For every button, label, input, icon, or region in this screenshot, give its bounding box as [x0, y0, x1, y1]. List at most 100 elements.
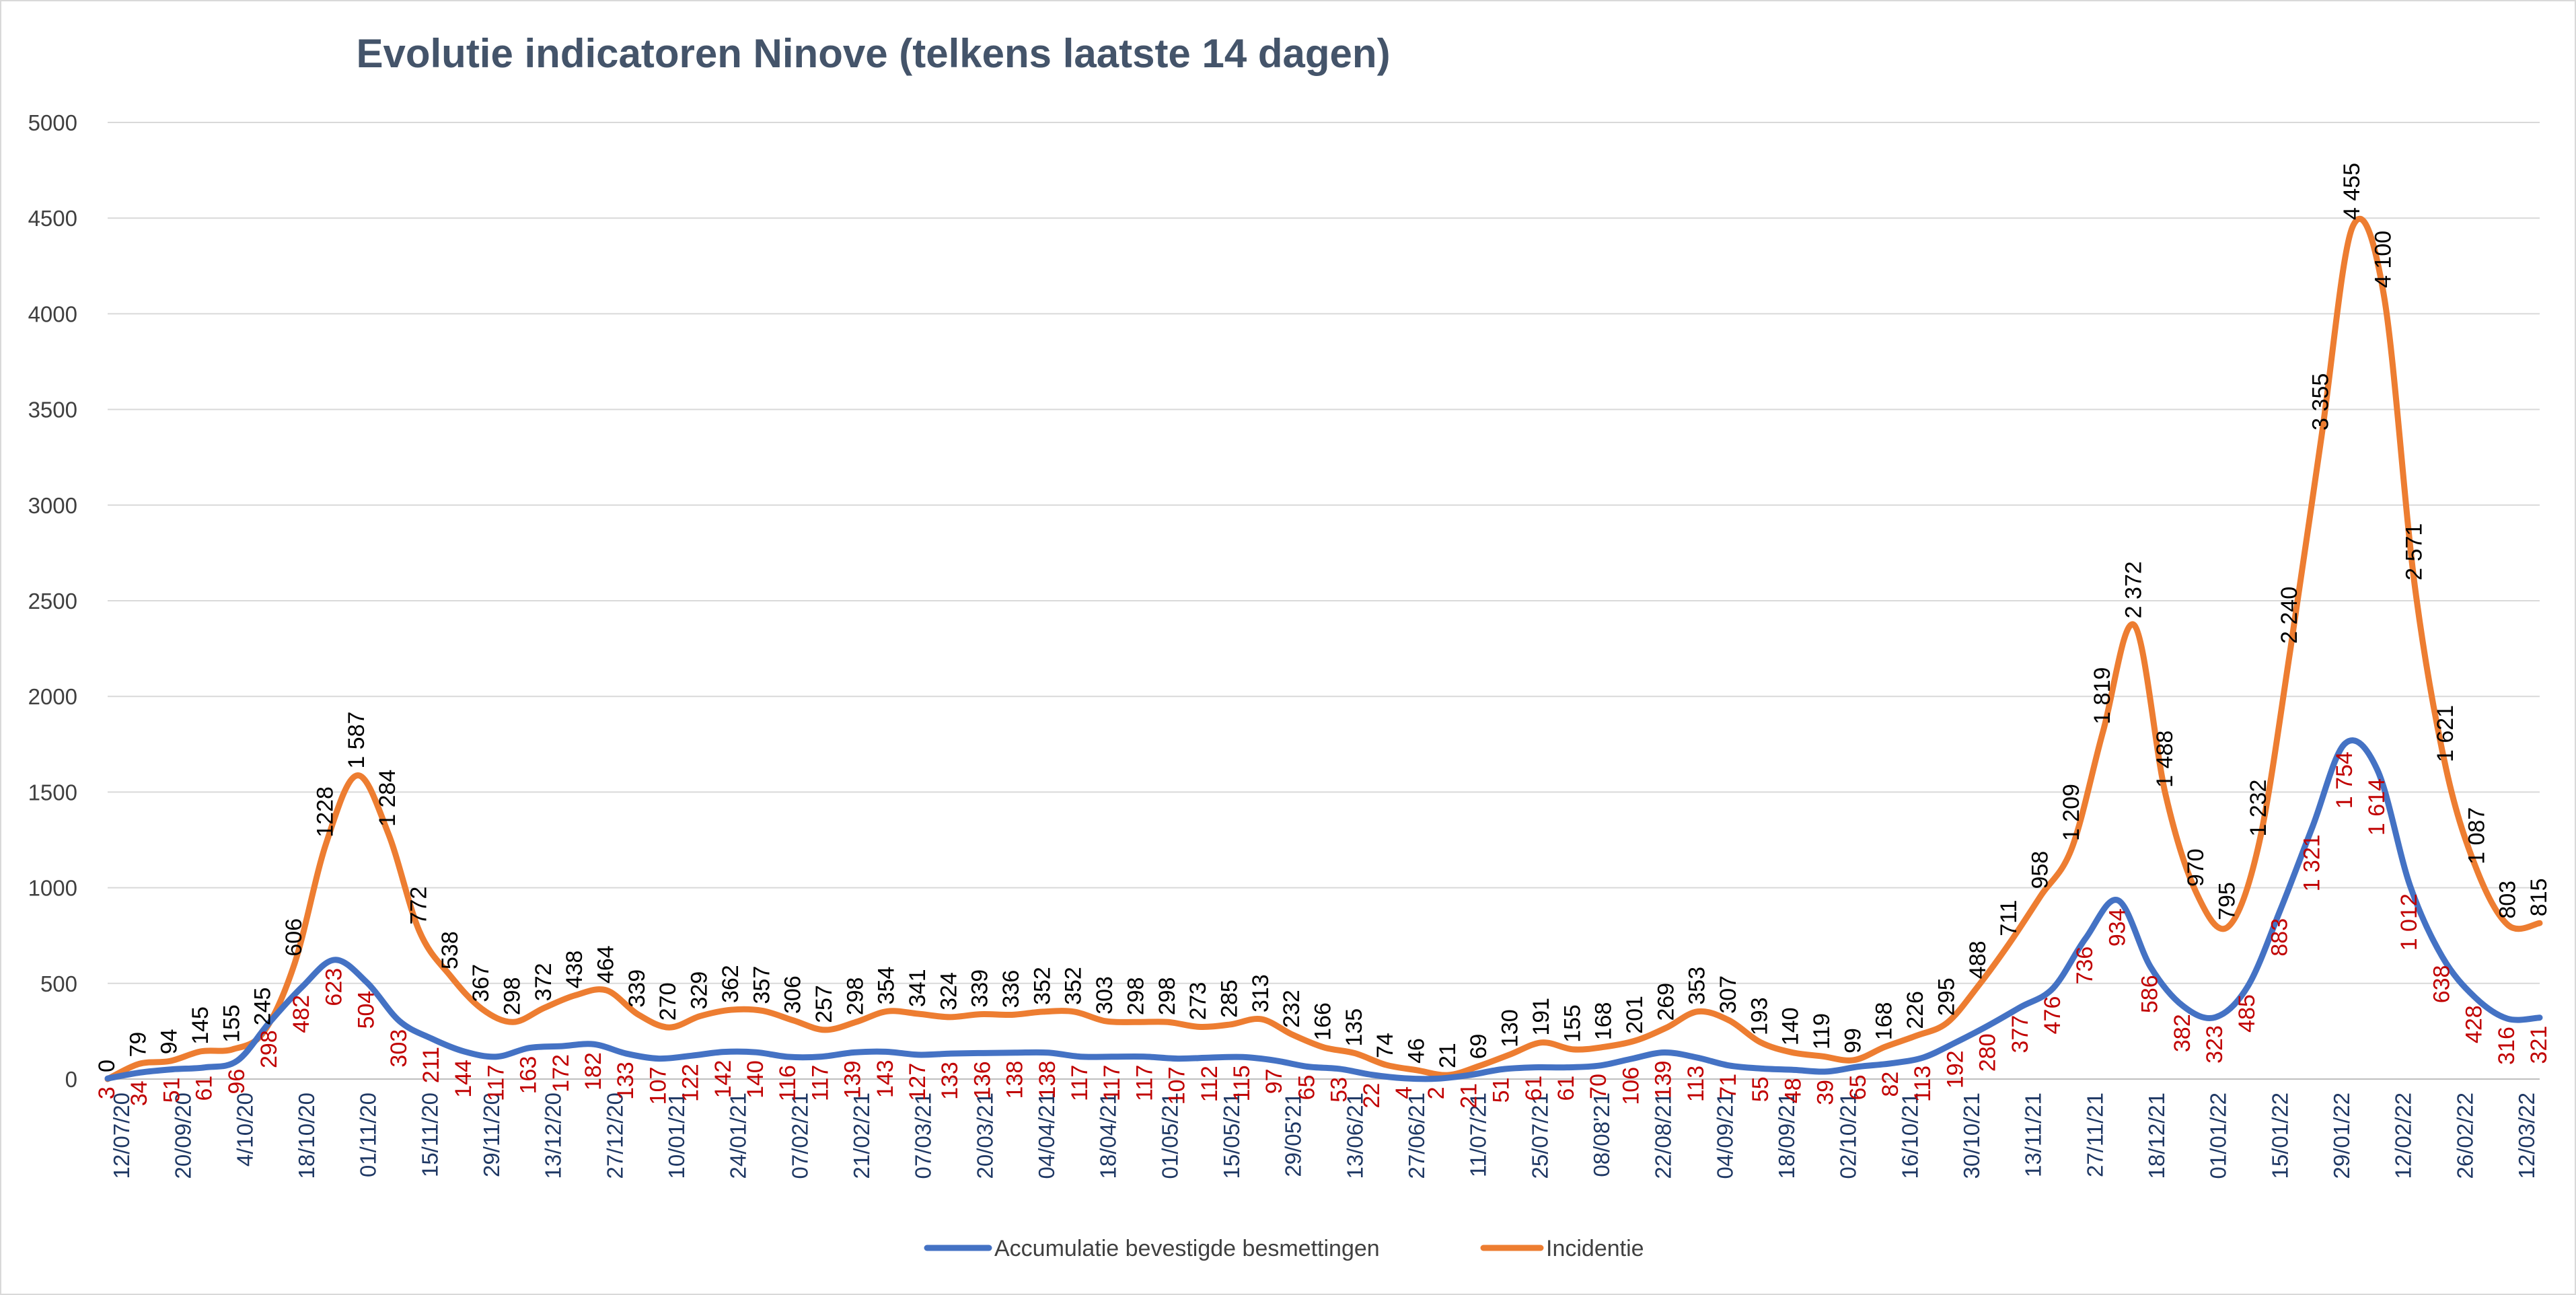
data-label-incidentie: 329	[687, 971, 712, 1010]
x-tick-label: 11/07/21	[1466, 1093, 1491, 1177]
data-label-incidentie: 155	[1559, 1004, 1585, 1043]
data-label-incidentie: 354	[874, 967, 899, 1005]
data-label-accumulatie: 192	[1942, 1050, 1968, 1088]
y-tick-label: 5000	[28, 110, 77, 135]
data-label-incidentie: 372	[531, 963, 556, 1001]
data-label-incidentie: 303	[1092, 976, 1117, 1014]
y-tick-label: 2000	[28, 684, 77, 709]
data-label-accumulatie: 113	[1910, 1066, 1936, 1102]
data-label-incidentie: 1 209	[2059, 784, 2084, 841]
legend-label-accumulatie: Accumulatie bevestigde besmettingen	[994, 1236, 1380, 1261]
y-tick-label: 3000	[28, 493, 77, 518]
data-label-incidentie: 130	[1498, 1009, 1523, 1047]
y-axis-ticks: 0 500 1000 1500 2000 2500 3000 3500 4000 4500 5000	[28, 110, 77, 1092]
x-tick-label: 18/04/21	[1096, 1093, 1121, 1179]
data-label-incidentie: 815	[2526, 878, 2552, 916]
data-label-accumulatie: 117	[1132, 1065, 1157, 1101]
data-label-incidentie: 69	[1466, 1034, 1492, 1060]
series-line-accumulatie	[104, 737, 2543, 1082]
data-label-incidentie: 298	[500, 977, 525, 1016]
data-label-incidentie: 1 488	[2152, 731, 2178, 788]
x-tick-label: 13/06/21	[1342, 1093, 1367, 1179]
data-label-accumulatie: 61	[1521, 1076, 1547, 1101]
data-label-incidentie: 307	[1716, 975, 1741, 1014]
y-tick-label: 0	[65, 1067, 77, 1092]
x-tick-label: 27/12/20	[602, 1093, 627, 1179]
data-label-accumulatie: 163	[516, 1056, 542, 1095]
x-tick-label: 29/01/22	[2329, 1093, 2354, 1179]
data-label-incidentie: 226	[1903, 991, 1928, 1029]
legend-item-accumulatie[interactable]: Accumulatie bevestigde besmettingen	[924, 1236, 1380, 1261]
x-tick-label: 16/10/21	[1897, 1093, 1922, 1179]
data-label-incidentie: 2 571	[2402, 523, 2427, 581]
x-tick-label: 20/09/20	[171, 1093, 196, 1179]
data-label-accumulatie: 107	[1165, 1067, 1190, 1105]
x-tick-label: 02/10/21	[1836, 1093, 1861, 1179]
data-label-accumulatie: 116	[775, 1065, 801, 1101]
data-label-incidentie: 168	[1872, 1002, 1897, 1040]
data-label-incidentie: 313	[1248, 974, 1274, 1012]
data-label-incidentie: 1 284	[375, 770, 400, 827]
y-tick-label: 3500	[28, 398, 77, 422]
data-label-incidentie: 336	[998, 970, 1024, 1008]
data-label-accumulatie: 113	[1683, 1066, 1709, 1102]
x-tick-label: 15/05/21	[1219, 1093, 1244, 1179]
data-label-incidentie: 464	[593, 945, 619, 984]
data-label-incidentie: 273	[1185, 982, 1211, 1021]
data-label-accumulatie: 133	[937, 1062, 963, 1100]
data-label-accumulatie: 303	[386, 1029, 412, 1068]
data-label-accumulatie: 65	[1845, 1075, 1871, 1101]
data-label-incidentie: 168	[1591, 1002, 1617, 1040]
data-label-accumulatie: 117	[1067, 1065, 1093, 1101]
data-label-incidentie: 352	[1029, 967, 1055, 1005]
data-label-accumulatie: 2	[1424, 1086, 1449, 1099]
data-label-incidentie: 94	[157, 1029, 182, 1054]
x-tick-label: 07/03/21	[911, 1093, 936, 1179]
x-tick-label: 22/08/21	[1651, 1093, 1676, 1179]
legend-label-incidentie: Incidentie	[1546, 1236, 1644, 1261]
data-label-incidentie: 1 232	[2246, 780, 2271, 837]
legend[interactable]: Accumulatie bevestigde besmettingen Incid…	[924, 1236, 1644, 1261]
data-label-incidentie: 772	[406, 887, 431, 925]
data-label-incidentie: 257	[811, 985, 837, 1023]
data-label-incidentie: 711	[1996, 900, 2022, 936]
data-label-incidentie: 99	[1840, 1028, 1866, 1053]
x-tick-label: 26/02/22	[2452, 1093, 2477, 1179]
series-lines	[104, 215, 2543, 1082]
x-tick-label: 18/10/20	[294, 1093, 319, 1179]
data-label-accumulatie: 139	[1651, 1060, 1677, 1099]
data-label-accumulatie: 883	[2267, 918, 2292, 957]
data-label-accumulatie: 316	[2494, 1027, 2519, 1065]
gridlines	[108, 122, 2540, 1080]
data-label-incidentie: 339	[624, 969, 650, 1008]
data-label-incidentie: 1 621	[2433, 705, 2458, 762]
data-label-accumulatie: 321	[2526, 1026, 2552, 1064]
data-label-accumulatie: 638	[2429, 965, 2454, 1004]
data-label-incidentie: 1228	[312, 786, 338, 838]
data-label-incidentie: 145	[188, 1006, 213, 1045]
data-label-accumulatie: 65	[1294, 1075, 1319, 1101]
data-label-incidentie: 232	[1279, 990, 1304, 1028]
x-tick-label: 04/09/21	[1712, 1093, 1737, 1179]
x-tick-label: 01/05/21	[1157, 1093, 1182, 1179]
data-label-incidentie: 339	[967, 969, 993, 1008]
data-label-incidentie: 74	[1372, 1033, 1398, 1058]
data-label-accumulatie: 736	[2072, 947, 2098, 985]
data-label-accumulatie: 482	[289, 995, 314, 1033]
data-label-accumulatie: 504	[354, 991, 379, 1029]
data-label-accumulatie: 82	[1878, 1072, 1903, 1097]
data-label-accumulatie: 3	[94, 1086, 120, 1099]
data-label-incidentie: 606	[281, 918, 307, 957]
data-label-accumulatie: 143	[873, 1060, 898, 1098]
x-tick-label: 24/01/21	[726, 1093, 751, 1179]
x-tick-label: 12/02/22	[2391, 1093, 2416, 1179]
y-tick-label: 4000	[28, 301, 77, 326]
data-label-accumulatie: 1 321	[2299, 834, 2325, 891]
data-label-accumulatie: 144	[451, 1060, 476, 1098]
data-label-accumulatie: 211	[418, 1047, 444, 1083]
data-label-accumulatie: 139	[840, 1060, 866, 1099]
legend-item-incidentie[interactable]: Incidentie	[1480, 1236, 1644, 1261]
data-label-accumulatie: 934	[2104, 908, 2130, 947]
